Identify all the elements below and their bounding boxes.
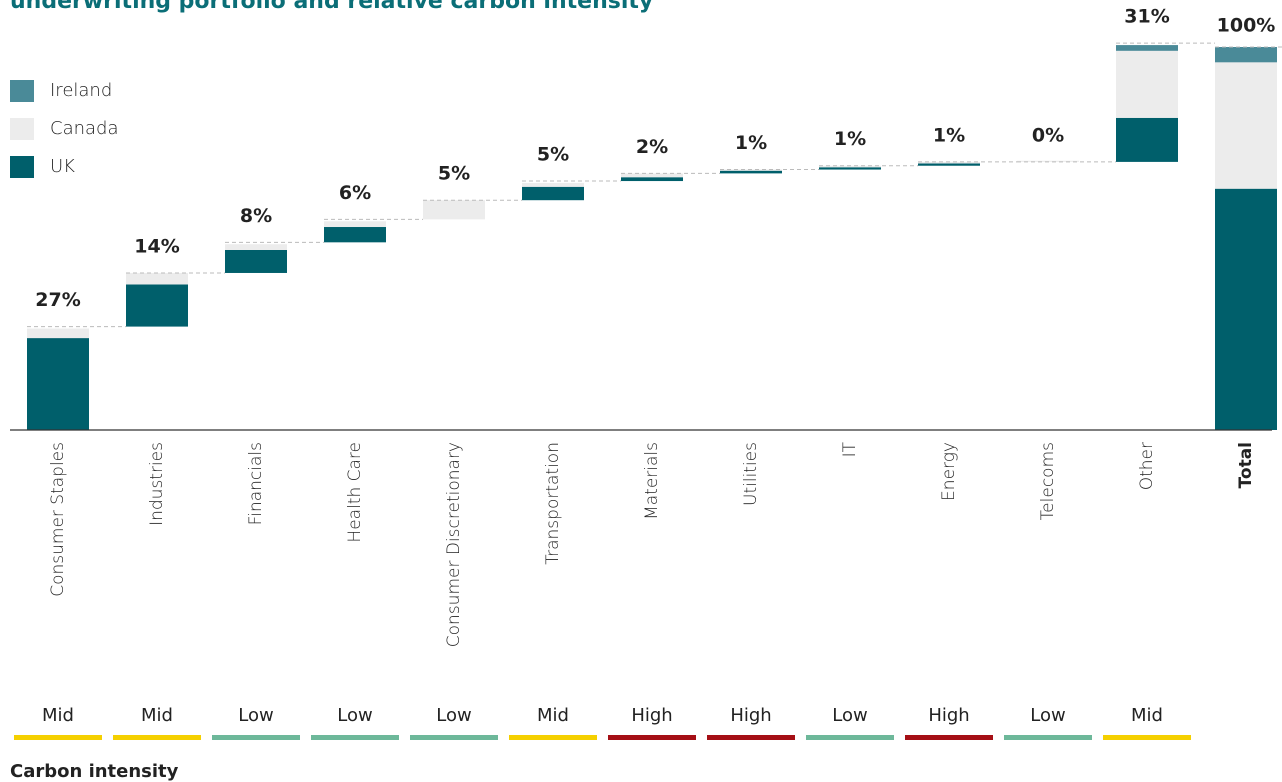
value-label: 6%	[339, 182, 371, 204]
value-label: 27%	[35, 289, 80, 311]
bar-segment	[1215, 188, 1277, 430]
legend-swatch	[10, 156, 34, 178]
intensity-label: Low	[337, 705, 372, 726]
value-label: 1%	[735, 132, 767, 154]
intensity-label: High	[631, 705, 672, 726]
bar-segment	[720, 170, 782, 174]
intensity-bar	[608, 735, 696, 740]
intensity-bar	[1103, 735, 1191, 740]
intensity-bar	[509, 735, 597, 740]
x-tick-label: Financials	[246, 442, 266, 525]
legend-swatch	[10, 80, 34, 102]
bar-segment	[522, 182, 584, 187]
bar-segment	[27, 338, 89, 430]
x-tick-label: Industries	[147, 442, 167, 526]
bar-segment	[621, 173, 683, 178]
bar-segment	[27, 328, 89, 339]
bar-segment	[1017, 160, 1079, 162]
value-label: 5%	[537, 144, 569, 166]
intensity-bar	[14, 735, 102, 740]
intensity-label: Low	[238, 705, 273, 726]
x-tick-label: Utilities	[741, 442, 761, 506]
legend-label: Ireland	[50, 80, 112, 101]
x-tick-label: Telecoms	[1038, 442, 1058, 520]
legend-swatch	[10, 118, 34, 140]
intensity-label: Mid	[42, 705, 74, 726]
intensity-label: High	[928, 705, 969, 726]
intensity-label: Mid	[1131, 705, 1163, 726]
bar-segment	[1116, 50, 1178, 118]
x-tick-label: Health Care	[345, 442, 365, 543]
bar-segment	[621, 177, 683, 182]
bar-segment	[522, 186, 584, 201]
value-label: 14%	[134, 235, 179, 257]
bar-segment	[423, 200, 485, 220]
value-label: 2%	[636, 136, 668, 158]
x-tick-label: Consumer Discretionary	[444, 442, 464, 647]
bar-segment	[1116, 45, 1178, 51]
intensity-bar	[707, 735, 795, 740]
bar-segment	[819, 165, 881, 168]
intensity-label: Low	[832, 705, 867, 726]
bar-segment	[126, 284, 188, 327]
x-tick-label: Energy	[939, 442, 959, 501]
x-tick-label: Consumer Staples	[48, 442, 68, 597]
intensity-title: Carbon intensity	[10, 761, 179, 782]
x-tick-label: Transportation	[543, 442, 563, 565]
intensity-bar	[1004, 735, 1092, 740]
bar-segment	[1215, 62, 1277, 189]
bar-segment	[918, 161, 980, 164]
x-tick-label: Other	[1137, 442, 1157, 490]
value-label: 8%	[240, 205, 272, 227]
legend-label: UK	[50, 156, 75, 177]
x-tick-label: Total	[1236, 442, 1256, 488]
bar-segment	[225, 244, 287, 250]
bar-segment	[1116, 117, 1178, 162]
value-label: 0%	[1032, 124, 1064, 146]
value-label: 31%	[1124, 6, 1169, 28]
intensity-bar	[905, 735, 993, 740]
bar-segment	[1215, 47, 1277, 63]
value-label: 1%	[834, 128, 866, 150]
bar-segment	[918, 163, 980, 166]
intensity-bar	[212, 735, 300, 740]
intensity-label: Low	[1030, 705, 1065, 726]
intensity-bar	[311, 735, 399, 740]
x-tick-label: Materials	[642, 442, 662, 520]
value-label: 100%	[1217, 15, 1276, 37]
intensity-bar	[806, 735, 894, 740]
value-label: 5%	[438, 163, 470, 185]
bar-segment	[819, 167, 881, 170]
bar-segment	[324, 221, 386, 228]
bar-segment	[225, 249, 287, 273]
legend-label: Canada	[50, 118, 119, 139]
intensity-bar	[410, 735, 498, 740]
chart-title: underwriting portfolio and relative carb…	[10, 0, 653, 14]
bar-segment	[720, 169, 782, 171]
value-label: 1%	[933, 124, 965, 146]
intensity-bar	[113, 735, 201, 740]
intensity-label: Mid	[141, 705, 173, 726]
intensity-label: Low	[436, 705, 471, 726]
bar-segment	[126, 272, 188, 285]
intensity-label: Mid	[537, 705, 569, 726]
bar-segment	[324, 227, 386, 243]
intensity-label: High	[730, 705, 771, 726]
x-tick-label: IT	[840, 441, 860, 457]
